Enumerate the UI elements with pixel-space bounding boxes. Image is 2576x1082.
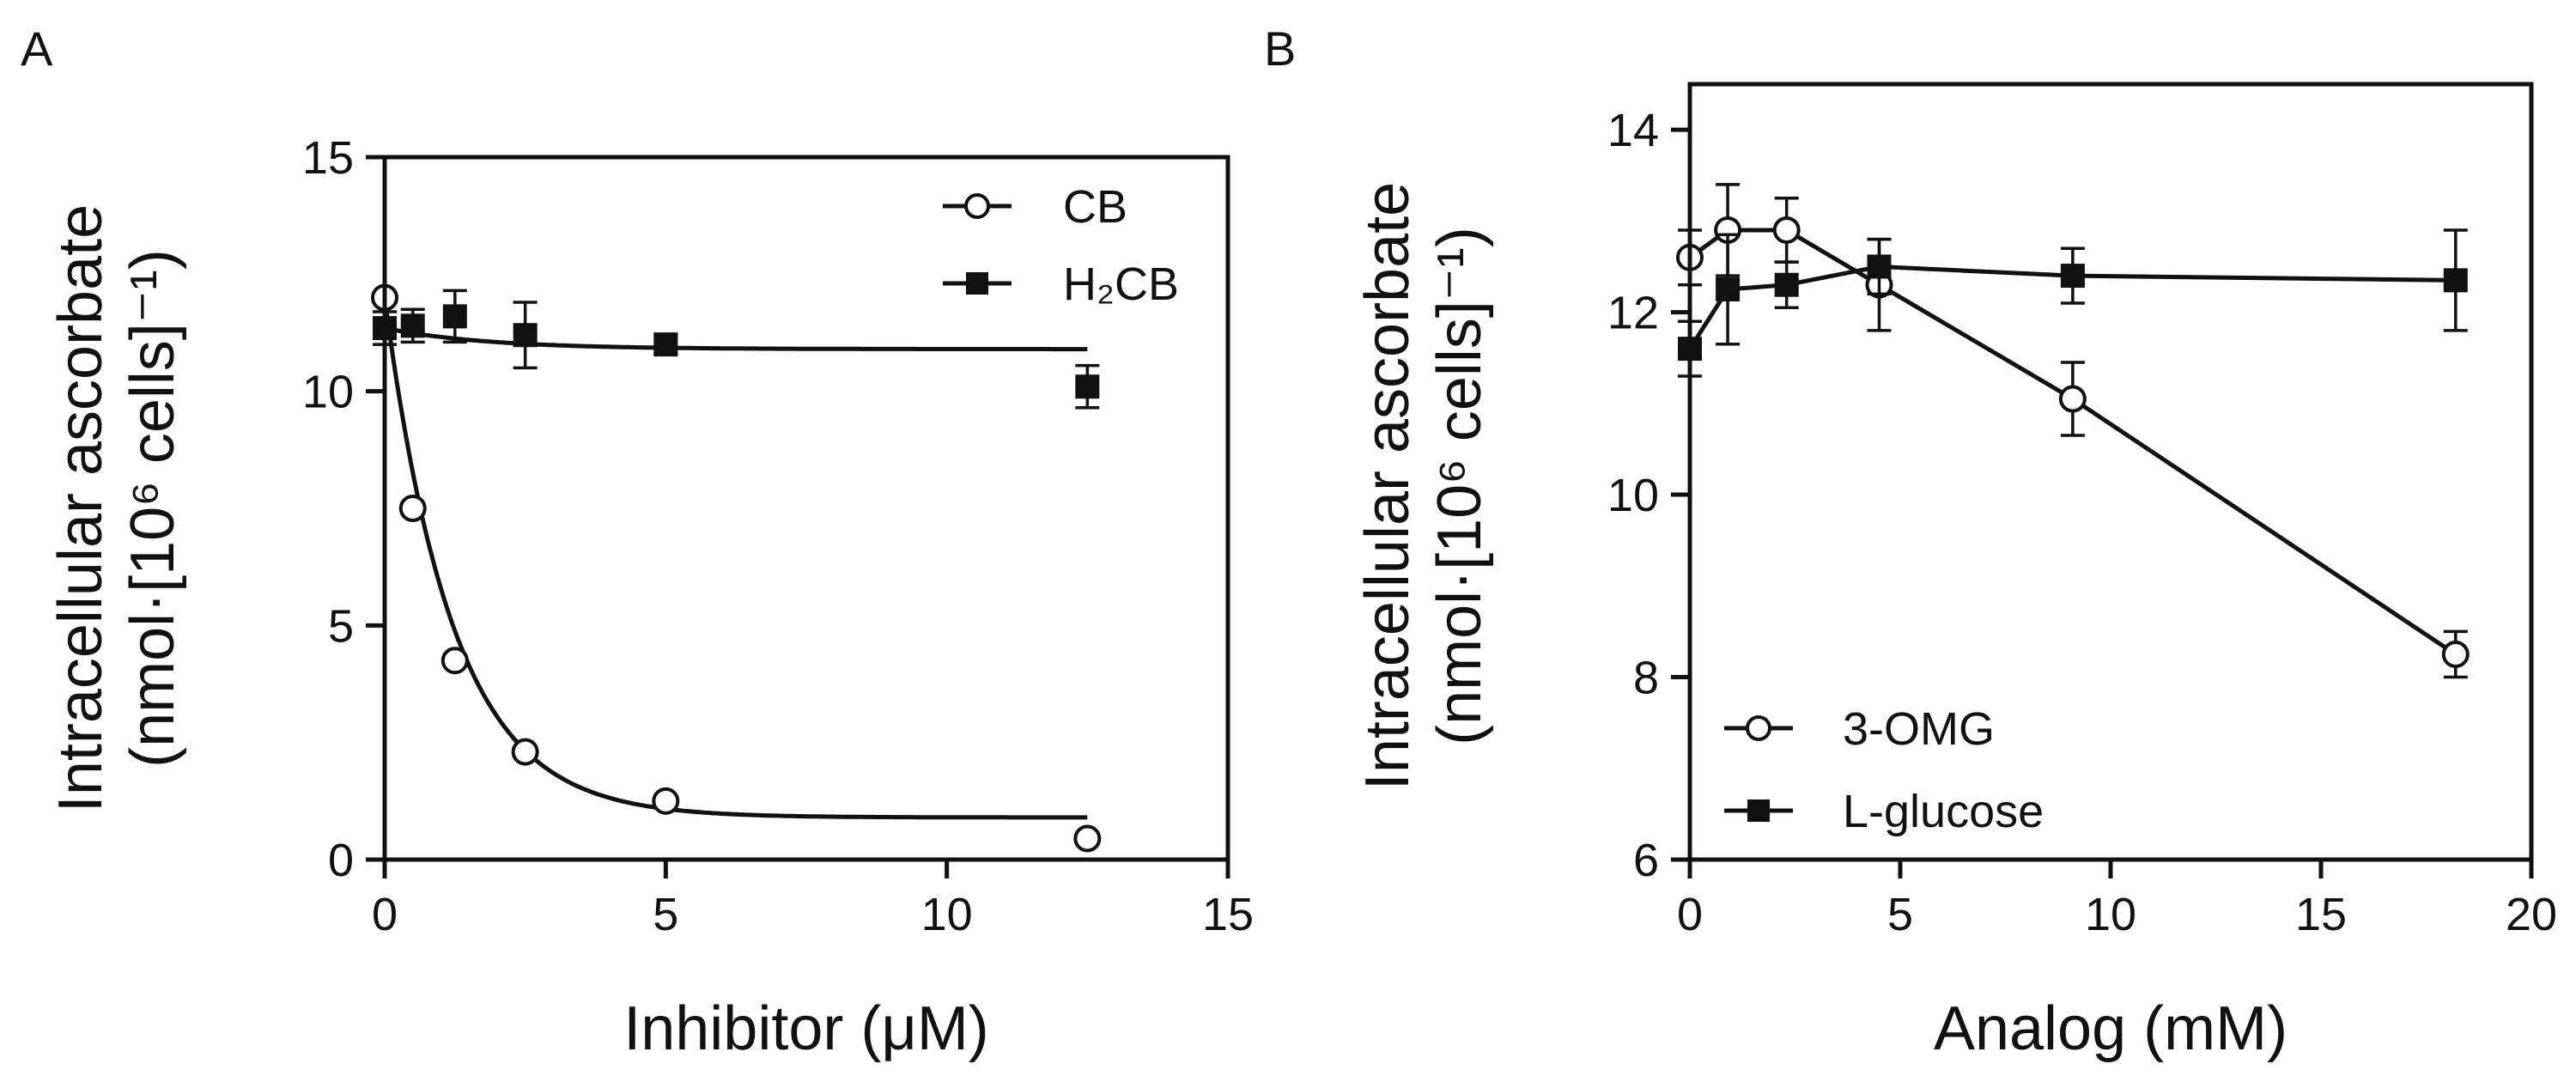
series-line-a-1 xyxy=(384,325,1088,352)
y-tick-label-a-1: 5 xyxy=(328,600,354,652)
legend-a: CB H₂CB xyxy=(943,181,1179,310)
x-tick-label-b-4: 20 xyxy=(2506,889,2557,940)
legend-b-marker-lglucose xyxy=(1747,799,1770,822)
point-a-1-1 xyxy=(400,313,425,338)
legend-a-marker-h2cb xyxy=(966,272,988,295)
x-tick-label-a-0: 0 xyxy=(372,889,398,940)
plot-frame-b xyxy=(1687,82,2534,862)
plot-frame-a xyxy=(382,155,1230,862)
x-tick-label-b-1: 5 xyxy=(1887,889,1913,940)
x-axis-title-a: Inhibitor (μM) xyxy=(623,994,989,1063)
legend-b: 3-OMG L-glucose xyxy=(1724,703,2044,837)
legend-a-label-h2cb: H₂CB xyxy=(1063,258,1179,310)
x-tick-label-a-1: 5 xyxy=(653,889,678,940)
point-a-1-2 xyxy=(442,304,467,329)
point-b-1-2 xyxy=(1774,272,1799,297)
legend-b-label-lglucose: L-glucose xyxy=(1843,786,2044,837)
series-line-a-0 xyxy=(382,297,1088,820)
y-tick-label-b-0: 6 xyxy=(1633,835,1659,886)
y-axis-title-b-line2: (nmol·[10⁶ cells]⁻¹) xyxy=(1425,227,1494,745)
x-tick-label-a-3: 15 xyxy=(1202,889,1254,940)
legend-a-label-cb: CB xyxy=(1063,181,1127,233)
x-tick-label-b-3: 15 xyxy=(2295,889,2347,940)
point-a-0-4 xyxy=(652,787,680,815)
point-b-0-4 xyxy=(2058,385,2087,413)
point-a-1-4 xyxy=(653,332,678,357)
y-tick-label-a-3: 15 xyxy=(302,132,354,184)
y-tick-label-b-1: 8 xyxy=(1633,653,1659,704)
legend-a-marker-cb xyxy=(964,193,990,219)
panel-a: A 0 5 10 15 0 5 10 15 Inhibitor (μM) Intracellu… xyxy=(21,21,1254,1063)
point-b-1-1 xyxy=(1716,277,1741,302)
y-tick-label-b-4: 14 xyxy=(1607,105,1659,156)
point-b-0-5 xyxy=(2441,640,2470,668)
point-a-1-3 xyxy=(513,323,538,348)
legend-b-label-3omg: 3-OMG xyxy=(1843,703,1995,755)
point-a-0-3 xyxy=(511,738,539,766)
panel-label-a: A xyxy=(21,21,53,76)
y-tick-label-b-3: 12 xyxy=(1607,288,1659,339)
point-b-1-5 xyxy=(2443,268,2468,293)
panel-label-b: B xyxy=(1264,21,1296,76)
panel-b: B 0 5 10 15 20 6 8 10 12 14 Analog (mM) Intracell… xyxy=(1264,21,2557,1063)
y-tick-label-a-2: 10 xyxy=(302,367,354,418)
point-b-1-3 xyxy=(1867,254,1892,279)
point-a-0-5 xyxy=(1073,824,1102,853)
y-tick-label-a-0: 0 xyxy=(328,835,354,886)
x-tick-label-a-2: 10 xyxy=(921,889,973,940)
point-a-1-5 xyxy=(1075,374,1100,399)
x-tick-label-b-0: 0 xyxy=(1677,889,1703,940)
point-a-0-1 xyxy=(398,495,427,522)
y-axis-title-a-line2: (nmol·[10⁶ cells]⁻¹) xyxy=(118,249,187,768)
y-tick-label-b-2: 10 xyxy=(1607,470,1659,521)
x-axis-title-b: Analog (mM) xyxy=(1934,994,2287,1063)
legend-b-marker-3omg xyxy=(1746,715,1771,741)
point-b-0-2 xyxy=(1772,216,1801,244)
y-axis-title-a-line1: Intracellular ascorbate xyxy=(46,204,115,812)
point-b-1-4 xyxy=(2060,264,2085,289)
y-axis-title-b-line1: Intracellular ascorbate xyxy=(1353,182,1422,790)
x-tick-label-b-2: 10 xyxy=(2085,889,2136,940)
point-a-0-2 xyxy=(440,647,469,675)
